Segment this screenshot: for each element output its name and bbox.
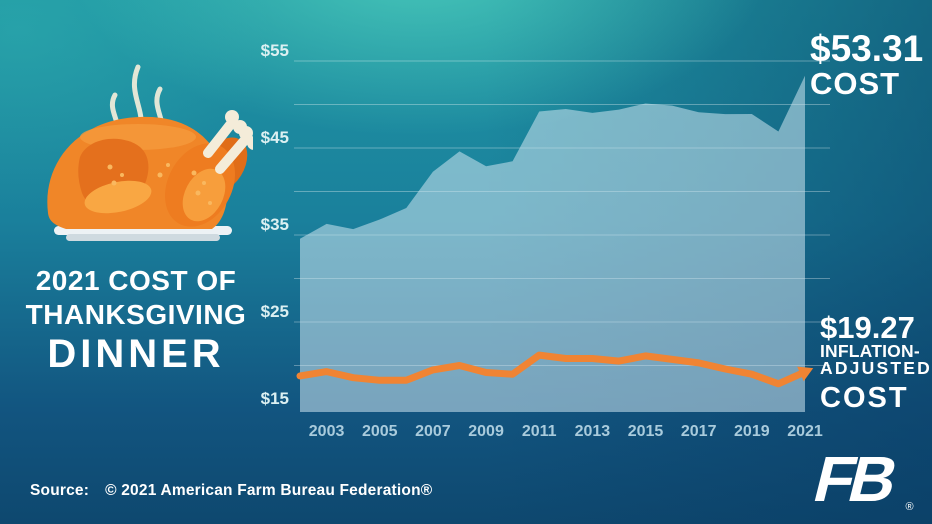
cost-label: COST (810, 66, 901, 101)
turkey-body (47, 110, 253, 229)
x-axis-tick-label: 2015 (628, 423, 664, 440)
x-axis-tick-label: 2003 (309, 423, 345, 440)
x-axis-tick-label: 2011 (522, 423, 557, 440)
cost-value: $53.31 (810, 28, 924, 69)
x-axis-tick-label: 2019 (734, 423, 770, 440)
cost-callout: $53.31 COST (810, 30, 923, 100)
inflation-adjusted-line-series (296, 351, 809, 388)
y-axis-tick-label: $55 (261, 41, 289, 60)
drumstick-bones (203, 110, 253, 174)
x-axis-tick-label: 2009 (468, 423, 504, 440)
y-axis-tick-label: $15 (261, 389, 289, 408)
y-axis-tick-label: $25 (261, 302, 289, 321)
turkey-icon (47, 64, 253, 241)
x-axis-tick-label: 2021 (787, 423, 823, 440)
adjusted-label-2: ADJUSTED (820, 358, 932, 378)
title-line-1: 2021 COST OF (35, 265, 237, 296)
line-arrowhead-icon (797, 366, 814, 382)
x-axis-tick-label: 2013 (575, 423, 611, 440)
title-line-2: THANKSGIVING (25, 299, 247, 330)
logo-text: FB (807, 443, 903, 515)
logo-registered-mark: ® (906, 501, 914, 513)
title-line-3: DINNER (47, 332, 225, 376)
x-axis-tick-label: 2017 (681, 423, 717, 440)
source-prefix: Source: (30, 482, 90, 499)
source-attribution: Source: © 2021 American Farm Bureau Feder… (30, 482, 432, 500)
cost-area-series (300, 75, 805, 412)
x-axis-tick-label: 2007 (415, 423, 451, 440)
page-title: 2021 COST OF THANKSGIVING DINNER (0, 264, 272, 376)
source-text: © 2021 American Farm Bureau Federation® (105, 482, 433, 499)
x-axis-tick-label: 2005 (362, 423, 398, 440)
adjusted-cost-callout: $19.27 INFLATION- ADJUSTED COST (820, 312, 932, 413)
y-axis-tick-label: $45 (261, 128, 289, 147)
adjusted-value: $19.27 (820, 310, 915, 345)
adjusted-label-1: INFLATION- (820, 341, 920, 361)
farm-bureau-logo-icon: FB ® (807, 443, 914, 515)
adjusted-label-3: COST (820, 382, 909, 414)
y-axis-tick-label: $35 (261, 215, 289, 234)
